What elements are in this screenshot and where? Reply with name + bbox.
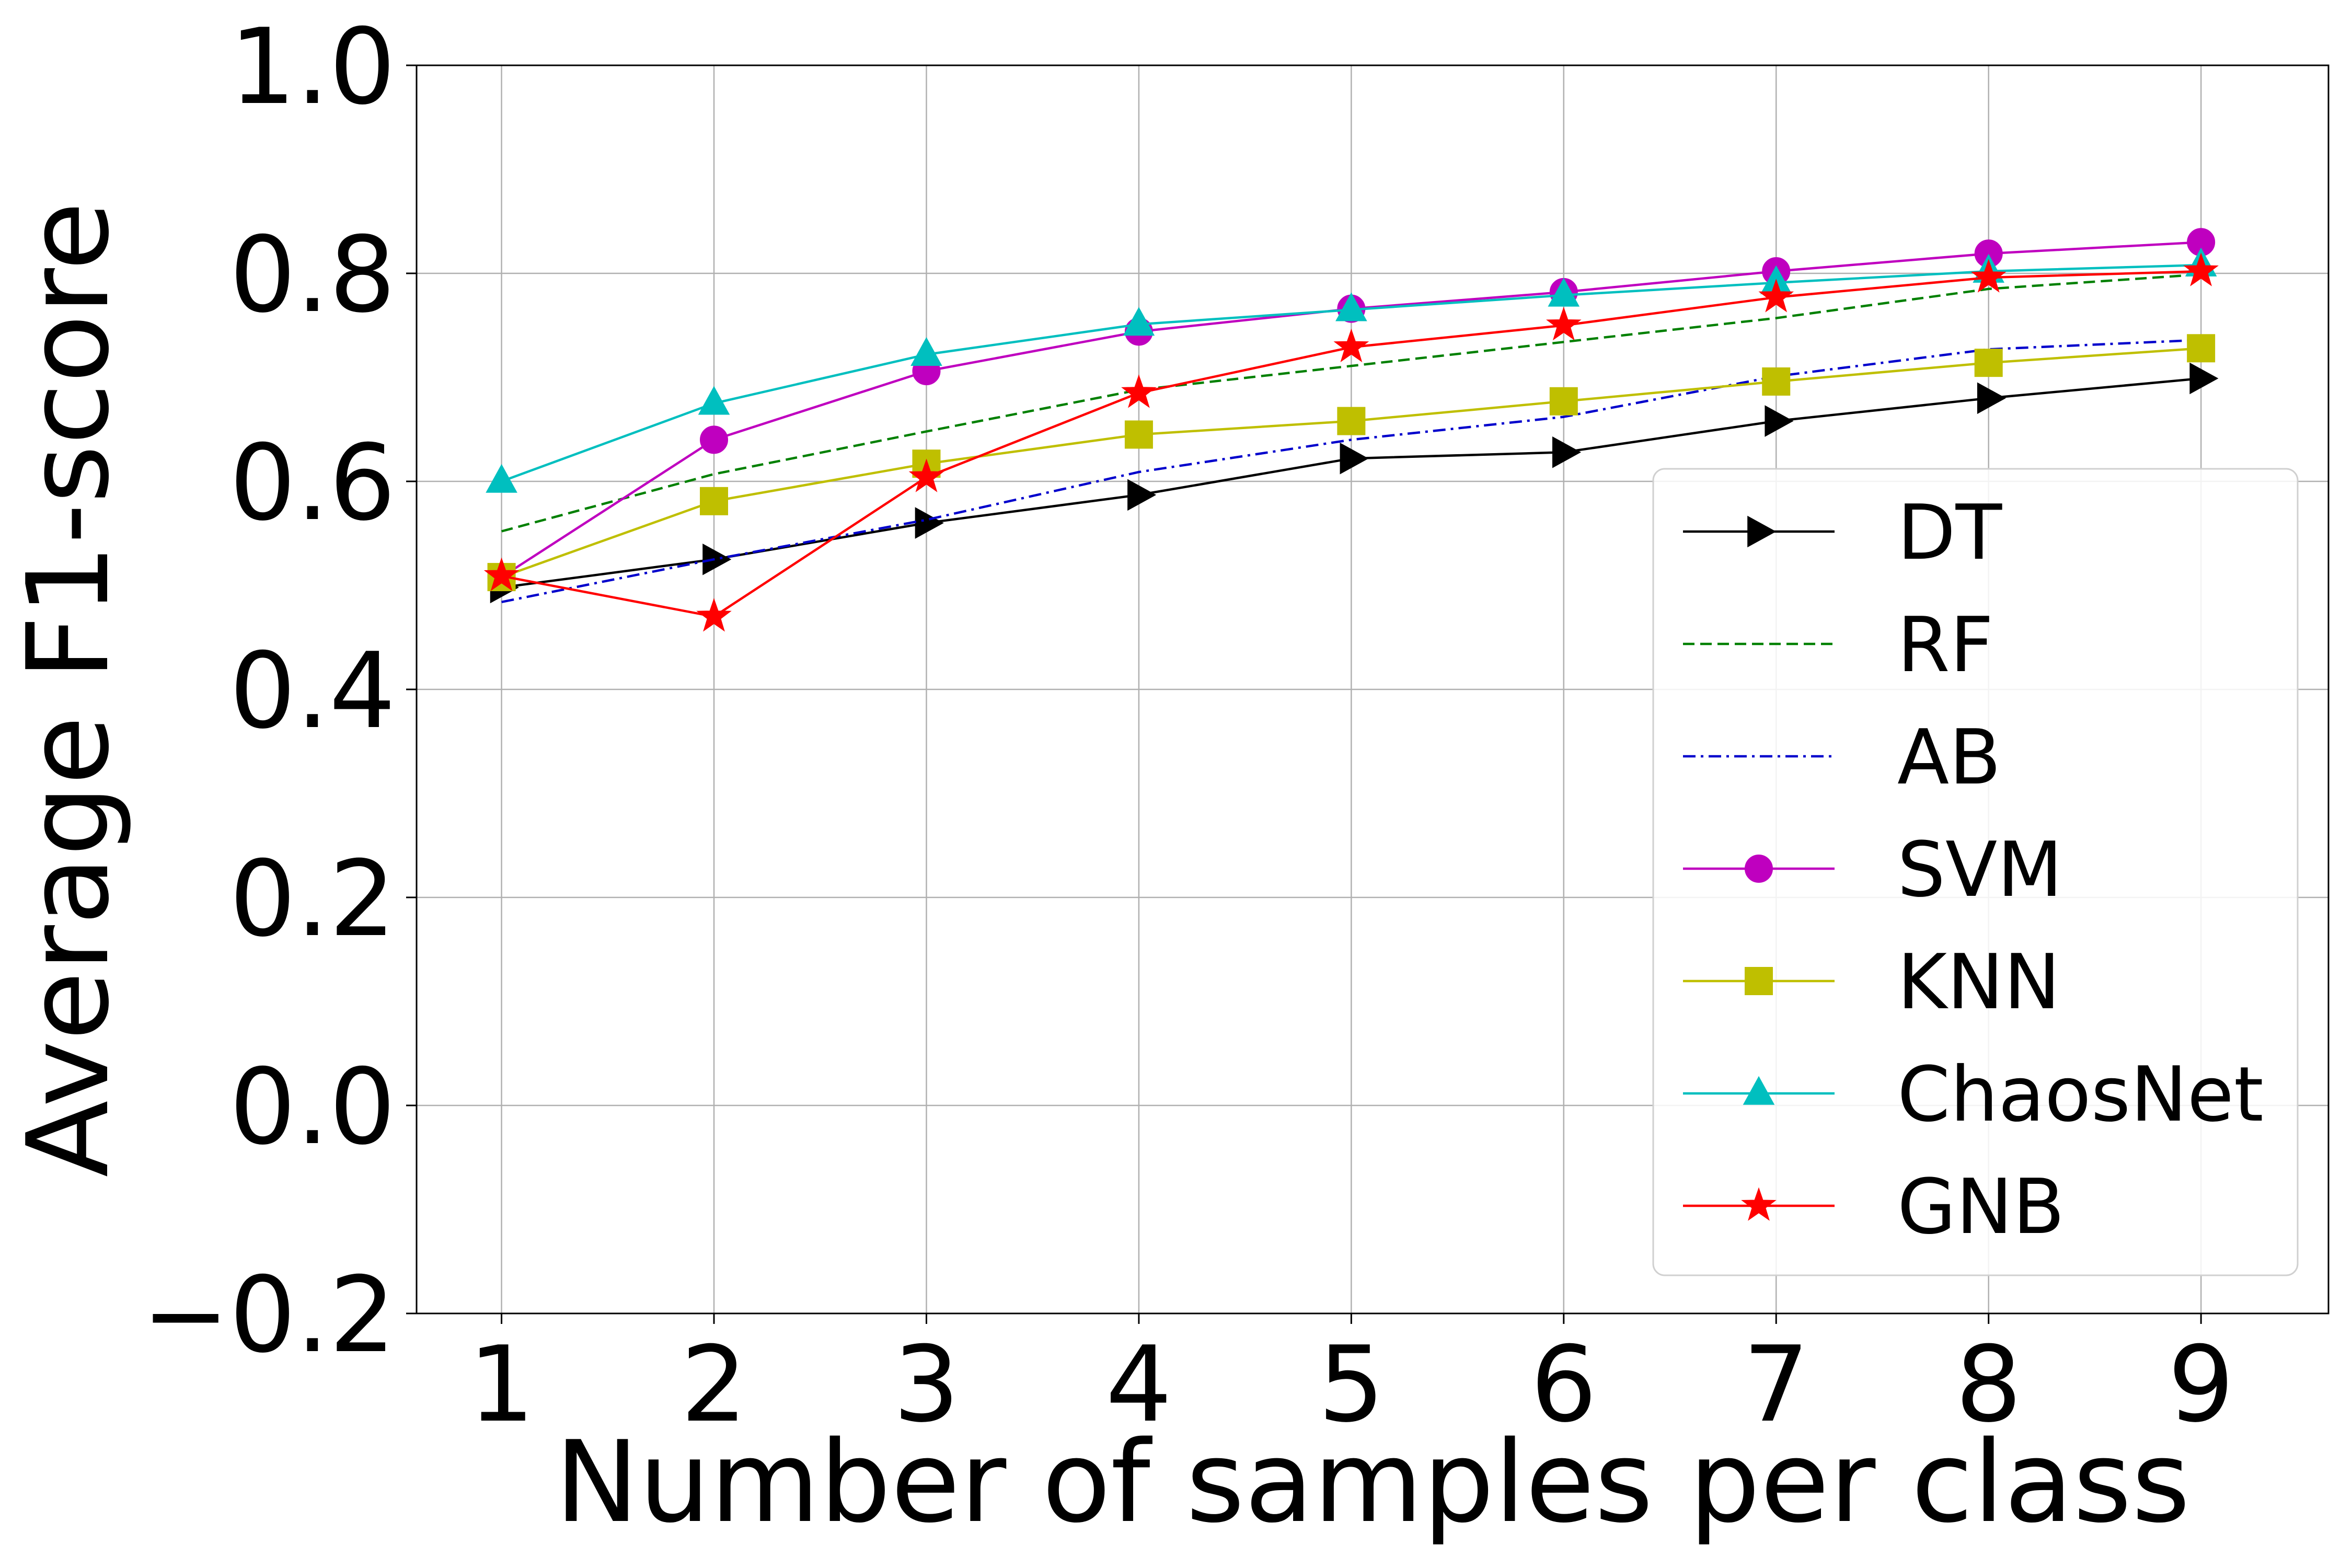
data-point-dt (2189, 362, 2219, 395)
data-point-gnb (908, 458, 944, 492)
data-point-knn (1337, 407, 1366, 435)
x-tick-label: 3 (893, 1324, 960, 1446)
data-point-gnb (1333, 328, 1369, 363)
data-point-chaosnet (910, 337, 942, 366)
data-point-knn (2187, 334, 2216, 363)
series-gnb (483, 252, 2219, 632)
data-point-gnb (1758, 279, 1794, 313)
legend-item-rf: RF (1683, 601, 1993, 689)
y-tick-label: −0.2 (142, 1254, 396, 1376)
legend-marker-svm (1745, 855, 1773, 883)
y-tick-label: 0.6 (229, 422, 396, 544)
legend-marker-chaosnet (1743, 1076, 1775, 1105)
legend: DT RF AB SVM KNN ChaosNet GNB (1652, 468, 2299, 1276)
x-tick-label: 7 (1743, 1324, 1809, 1446)
series-ab (501, 339, 2201, 604)
data-point-knn (1124, 420, 1153, 449)
data-point-svm (700, 425, 729, 454)
data-point-chaosnet (486, 464, 517, 493)
data-point-gnb (1546, 306, 1582, 341)
data-point-dt (1977, 382, 2006, 414)
x-tick-label: 9 (2168, 1324, 2234, 1446)
legend-label-svm: SVM (1897, 826, 2062, 914)
legend-item-dt: DT (1683, 489, 2002, 577)
data-point-gnb (483, 557, 520, 591)
legend-marker-dt (1747, 515, 1777, 548)
data-point-gnb (1121, 374, 1157, 408)
x-tick-label: 8 (1955, 1324, 2022, 1446)
legend-label-ab: AB (1897, 713, 2001, 802)
legend-marker-knn (1745, 967, 1773, 995)
data-point-gnb (2183, 252, 2219, 286)
series-rf (501, 273, 2201, 533)
data-point-knn (1549, 387, 1578, 416)
legend-label-knn: KNN (1897, 938, 2060, 1027)
data-point-chaosnet (1335, 292, 1367, 321)
x-tick-label: 2 (681, 1324, 747, 1446)
data-point-dt (1552, 436, 1582, 468)
data-point-dt (1765, 405, 1794, 437)
x-tick-label: 6 (1530, 1324, 1597, 1446)
legend-item-ab: AB (1683, 713, 2001, 802)
legend-box (1652, 468, 2299, 1276)
data-point-dt (1127, 479, 1157, 511)
y-tick-label: 0.0 (229, 1046, 396, 1168)
legend-label-dt: DT (1897, 489, 2002, 577)
legend-item-svm: SVM (1683, 826, 2062, 914)
series-line-ab (501, 339, 2201, 604)
x-axis-title: Number of samples per class (555, 1416, 2190, 1548)
data-point-knn (1762, 367, 1791, 396)
series-line-rf (501, 273, 2201, 533)
x-tick-label: 5 (1318, 1324, 1385, 1446)
legend-label-chaosnet: ChaosNet (1897, 1051, 2264, 1139)
y-tick-label: 0.8 (229, 214, 396, 336)
legend-item-knn: KNN (1683, 938, 2060, 1027)
y-tick-label: 0.2 (229, 838, 396, 960)
data-point-gnb (696, 598, 732, 632)
legend-label-rf: RF (1897, 601, 1993, 689)
data-point-gnb (1970, 259, 2007, 293)
data-point-chaosnet (1123, 307, 1155, 336)
data-point-dt (702, 543, 732, 575)
x-tick-label: 4 (1105, 1324, 1172, 1446)
data-point-chaosnet (1548, 278, 1580, 307)
legend-item-chaosnet: ChaosNet (1683, 1051, 2264, 1139)
legend-marker-gnb (1741, 1187, 1777, 1221)
data-point-knn (700, 487, 729, 515)
data-point-dt (1340, 442, 1369, 475)
data-point-chaosnet (698, 386, 730, 415)
y-tick-label: 1.0 (229, 6, 396, 128)
x-tick-label: 1 (468, 1324, 535, 1446)
legend-label-gnb: GNB (1897, 1163, 2065, 1251)
y-tick-label: 0.4 (229, 630, 396, 752)
legend-item-gnb: GNB (1683, 1163, 2065, 1251)
series-layer (483, 228, 2219, 632)
axis-ticks: 1 2 3 4 5 6 7 8 9 −0.2 0.0 0.2 0.4 0.6 0.8 1.0 (142, 6, 2234, 1446)
data-point-knn (1974, 349, 2003, 377)
y-axis-title: Average F1-score (3, 202, 134, 1178)
